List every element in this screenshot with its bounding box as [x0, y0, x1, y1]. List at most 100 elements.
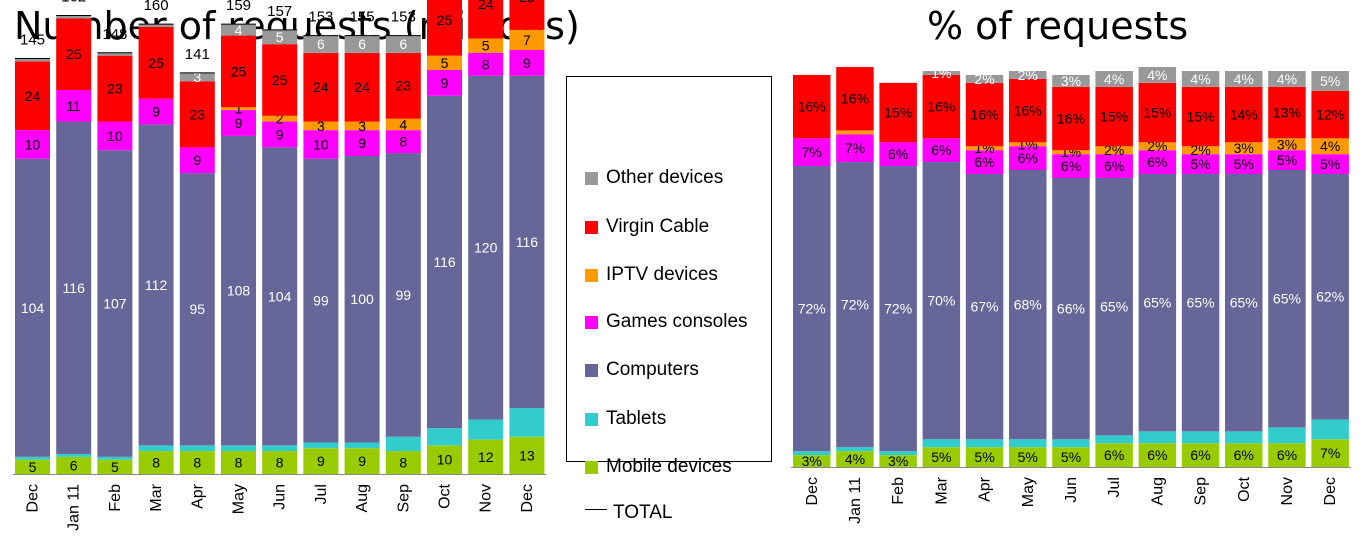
bar-segment-iptv: [1138, 142, 1177, 151]
legend-item-virgin-cable: Virgin Cable: [585, 215, 709, 239]
data-label-games: 11: [66, 98, 81, 114]
bar-segment-games: [1181, 154, 1220, 174]
bar-segment-iptv: [1052, 150, 1090, 155]
data-label-games: 5%: [1190, 156, 1210, 172]
bar-segment-iptv: [385, 118, 421, 131]
bar-segment-games: [836, 134, 874, 163]
data-label-computers: 72%: [798, 301, 826, 317]
data-label-other: 4%: [1104, 71, 1124, 87]
data-label-games: 9: [152, 104, 160, 120]
x-tick-label: Jan 11: [847, 477, 864, 524]
data-label-mobile: 5%: [931, 449, 951, 465]
bar-segment-virgin: [879, 82, 917, 143]
bar-segment-mobile: [97, 459, 133, 474]
bar-segment-games: [221, 110, 256, 136]
data-label-mobile: 8: [276, 455, 284, 471]
bar-segment-virgin: [56, 18, 92, 91]
bar-segment-games: [922, 138, 961, 163]
data-label-games: 6%: [1147, 154, 1167, 170]
data-label-virgin: 23: [107, 81, 123, 97]
data-label-virgin: 15%: [1143, 105, 1171, 121]
data-label-games: 9: [523, 55, 531, 71]
data-label-virgin: 16%: [971, 107, 999, 123]
bar-segment-virgin: [179, 81, 215, 148]
bar-segment-iptv: [509, 29, 545, 50]
data-label-games: 5%: [1234, 156, 1254, 172]
data-label-games: 7%: [845, 140, 865, 156]
bar-segment-virgin: [1225, 86, 1263, 143]
bar-segment-virgin: [1311, 90, 1349, 139]
legend-label: IPTV devices: [606, 264, 718, 285]
legend-label: Virgin Cable: [606, 216, 710, 237]
bar-segment-computers: [1095, 177, 1133, 436]
bar-segment-iptv: [1268, 138, 1306, 151]
bar-segment-computers: [385, 153, 421, 437]
legend-item-computers: Computers: [585, 358, 699, 382]
bar-segment-iptv: [427, 55, 462, 70]
x-tick-label: Feb: [890, 477, 907, 505]
data-label-mobile: 5%: [974, 449, 994, 465]
bar-segment-virgin: [1181, 86, 1220, 147]
bar-segment-mobile: [15, 459, 50, 474]
data-label-virgin: 15%: [1187, 109, 1215, 125]
bar-segment-games: [1009, 146, 1047, 170]
data-label-virgin: 24: [478, 0, 494, 12]
bar-segment-tablets: [179, 445, 215, 452]
bar-segment-other: [344, 35, 380, 53]
bar-segment-mobile: [1138, 443, 1177, 467]
bar-segment-other: [1268, 71, 1306, 87]
bar-segment-virgin: [97, 55, 133, 122]
data-label-games: 5%: [1320, 156, 1340, 172]
legend-item-games-consoles: Games consoles: [585, 310, 748, 334]
bar-segment-virgin: [1052, 86, 1090, 151]
data-label-computers: 65%: [1273, 291, 1301, 307]
bar-segment-mobile: [879, 455, 917, 467]
bar-segment-computers: [15, 158, 50, 457]
bar-segment-other: [138, 24, 174, 27]
data-label-iptv: 4%: [1320, 138, 1340, 154]
data-label-games: 6%: [974, 154, 994, 170]
data-label-computers: 116: [63, 280, 86, 296]
bar-segment-mobile: [1095, 443, 1133, 467]
total-label: 145: [20, 32, 45, 49]
bar-segment-games: [965, 150, 1004, 174]
bar-segment-virgin: [965, 82, 1004, 147]
legend-swatch-iptv-devices: [585, 268, 598, 282]
data-label-computers: 70%: [927, 293, 955, 309]
data-label-other: 3%: [1061, 73, 1081, 89]
bar-segment-mobile: [262, 451, 298, 474]
data-label-games: 6%: [888, 146, 908, 162]
legend-swatch-computers: [585, 363, 598, 377]
bar-segment-virgin: [138, 27, 174, 99]
bar-segment-games: [56, 90, 92, 122]
data-label-games: 9: [193, 152, 201, 168]
bar-segment-computers: [179, 173, 215, 446]
bar-segment-virgin: [836, 67, 874, 131]
data-label-virgin: 14%: [1230, 107, 1258, 123]
data-label-virgin: 16%: [1014, 103, 1042, 119]
data-label-games: 8: [482, 56, 490, 72]
bar-segment-computers: [1009, 170, 1047, 440]
x-tick-label: Sep: [395, 484, 412, 513]
total-label: 148: [102, 26, 127, 43]
bar-segment-computers: [221, 135, 256, 446]
data-label-other: 2%: [974, 71, 994, 87]
data-label-computers: 99: [313, 293, 329, 309]
data-label-computers: 107: [103, 296, 127, 312]
data-label-mobile: 5: [29, 459, 37, 475]
data-label-computers: 68%: [1014, 297, 1042, 313]
bar-segment-iptv: [1095, 146, 1133, 155]
bar-segment-virgin: [793, 74, 831, 139]
bar-segment-computers: [344, 155, 380, 443]
total-label: 159: [226, 0, 251, 14]
bar-segment-games: [427, 69, 462, 96]
bar-segment-other: [1052, 74, 1090, 87]
bar-segment-tablets: [1052, 439, 1090, 448]
bar-segment-other: [1181, 71, 1220, 87]
data-label-mobile: 5: [111, 459, 119, 475]
bar-segment-tablets: [427, 428, 462, 446]
data-label-mobile: 3%: [802, 453, 822, 469]
legend-label: TOTAL: [613, 502, 673, 523]
data-label-virgin: 16%: [798, 99, 826, 115]
bar-segment-virgin: [1268, 86, 1306, 139]
